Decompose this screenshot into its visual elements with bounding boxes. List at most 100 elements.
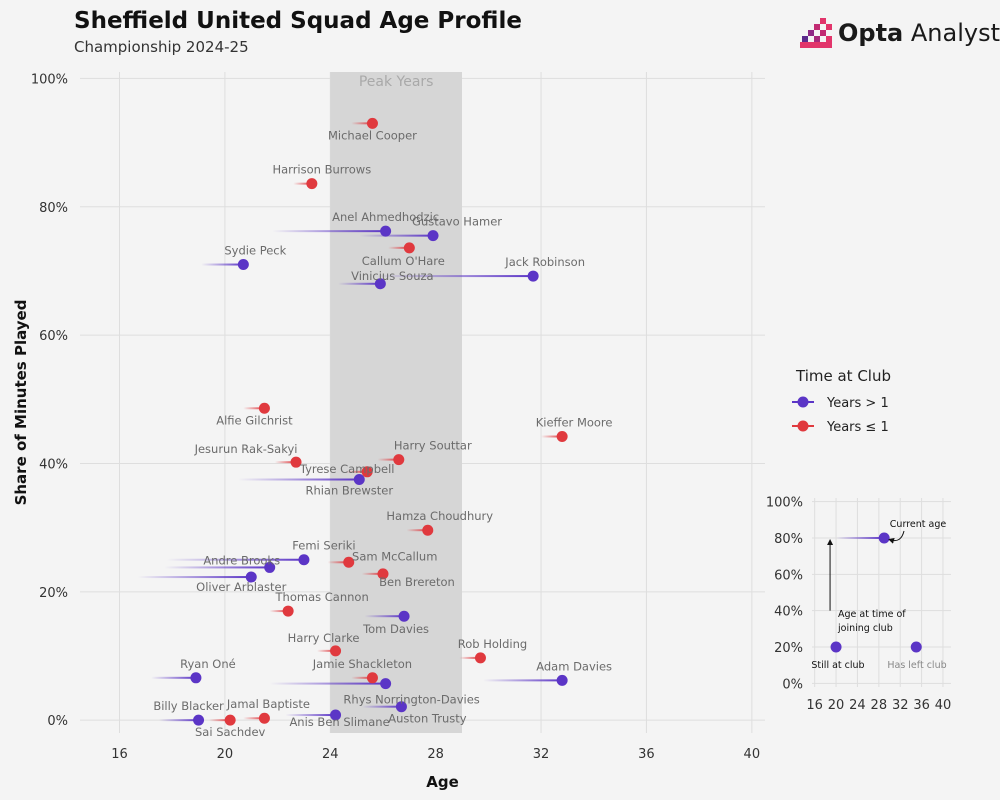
point-alfie-gilchrist <box>258 402 270 414</box>
label-anel-ahmedhodzic: Anel Ahmedhodzic <box>332 210 439 224</box>
point-oliver-arblaster <box>245 571 257 583</box>
trail-kieffer-moore <box>541 435 563 438</box>
trail-ben-brereton <box>361 572 383 575</box>
point-rob-holding <box>474 652 486 664</box>
point-michael-cooper <box>366 117 378 129</box>
legend-swatch-years-1 <box>797 396 809 408</box>
trail-jesurun-rak-sakyi <box>274 461 297 464</box>
trail-tom-davies <box>364 615 405 618</box>
point-vinicius-souza <box>374 278 386 290</box>
trail-adam-davies <box>483 679 563 682</box>
point-harry-clarke <box>330 645 342 657</box>
trail-michael-cooper <box>351 122 373 125</box>
trail-auston-trusty <box>361 705 402 708</box>
trail-billy-blacker <box>159 719 199 722</box>
y-tick-label: 0% <box>47 714 68 729</box>
current-age-arrow <box>888 530 905 544</box>
label-andre-brooks: Andre Brooks <box>203 553 280 567</box>
point-tom-davies <box>398 610 410 622</box>
trail-sydie-peck <box>201 263 244 266</box>
point-anis-ben-slimane <box>330 709 342 721</box>
point-tyrese-campbell <box>361 466 373 478</box>
tenure-trails <box>137 122 563 722</box>
trail-harry-souttar <box>377 458 399 461</box>
x-tick-label: 28 <box>427 747 444 762</box>
trail-jack-robinson <box>375 275 534 278</box>
point-jesurun-rak-sakyi <box>290 456 302 468</box>
label-billy-blacker: Billy Blacker <box>153 699 224 713</box>
trail-vinicius-souza <box>338 282 381 285</box>
chart-title: Sheffield United Squad Age Profile <box>74 8 522 34</box>
point-auston-trusty <box>395 701 407 713</box>
legend-title: Time at Club <box>795 367 891 385</box>
point-thomas-cannon <box>282 605 294 617</box>
inset-trail <box>836 536 885 539</box>
y-tick-label: 80% <box>39 201 68 216</box>
brand-logo: Opta Analyst <box>800 16 1000 50</box>
inset-x-tick-label: 28 <box>871 698 888 713</box>
inset-x-tick-label: 16 <box>806 698 823 713</box>
label-michael-cooper: Michael Cooper <box>328 128 417 142</box>
brand-bold: Opta <box>838 19 904 47</box>
label-callum-o-hare: Callum O'Hare <box>362 254 445 268</box>
inset-point-1 <box>830 641 842 653</box>
inset-point-2 <box>910 641 922 653</box>
legend: Time at Club Years > 1 Years ≤ 1 <box>792 367 891 435</box>
label-alfie-gilchrist: Alfie Gilchrist <box>216 413 293 427</box>
inset-key-chart: 0% 20% 40% 60% 80% 100% 16 20 24 28 32 36 40 Current … <box>766 496 951 713</box>
point-sam-mccallum <box>343 556 355 568</box>
label-rhys-norrington-davies: Rhys Norrington-Davies <box>343 693 479 707</box>
trail-rhys-norrington-davies <box>269 682 386 685</box>
trail-jamie-shackleton <box>351 676 373 679</box>
inset-label-still-at-club: Still at club <box>811 660 864 671</box>
label-jack-robinson: Jack Robinson <box>504 255 585 269</box>
trail-anel-ahmedhodzic <box>272 230 386 233</box>
legend-label-years-1: Years ≤ 1 <box>826 420 889 435</box>
label-sai-sachdev: Sai Sachdev <box>195 725 266 739</box>
trail-jamal-baptiste <box>243 717 265 720</box>
label-auston-trusty: Auston Trusty <box>388 712 466 726</box>
trail-sam-mccallum <box>327 561 349 564</box>
point-anel-ahmedhodzic <box>380 225 392 237</box>
point-ben-brereton <box>377 568 389 580</box>
point-harrison-burrows <box>306 178 318 190</box>
trail-tyrese-campbell <box>346 470 368 473</box>
point-harry-souttar <box>393 454 405 466</box>
label-femi-seriki: Femi Seriki <box>292 539 355 553</box>
trail-femi-seriki <box>166 558 304 561</box>
point-rhys-norrington-davies <box>380 678 392 690</box>
x-tick-label: 32 <box>533 747 550 762</box>
y-tick-label: 100% <box>31 72 68 87</box>
label-ryan-one: Ryan Oné <box>180 657 236 671</box>
label-sam-mccallum: Sam McCallum <box>352 549 437 563</box>
x-tick-label: 24 <box>322 747 339 762</box>
x-axis-label: Age <box>426 773 459 791</box>
trail-harry-clarke <box>317 649 336 652</box>
inset-x-tick-label: 40 <box>935 698 952 713</box>
label-harry-souttar: Harry Souttar <box>394 439 472 453</box>
x-tick-label: 16 <box>111 747 128 762</box>
label-vinicius-souza: Vinicius Souza <box>351 269 433 283</box>
inset-y-tick-label: 100% <box>766 496 803 511</box>
point-andre-brooks <box>264 561 276 573</box>
inset-x-tick-label: 36 <box>913 698 930 713</box>
y-axis-label: Share of Minutes Played <box>12 300 30 506</box>
x-tick-label: 36 <box>638 747 655 762</box>
point-sydie-peck <box>237 259 249 271</box>
label-harry-clarke: Harry Clarke <box>288 631 360 645</box>
label-jamal-baptiste: Jamal Baptiste <box>226 697 310 711</box>
trail-andre-brooks <box>164 566 270 569</box>
label-kieffer-moore: Kieffer Moore <box>536 416 613 430</box>
y-tick-label: 40% <box>39 457 68 472</box>
label-sydie-peck: Sydie Peck <box>224 244 286 258</box>
label-anis-ben-slimane: Anis Ben Slimane <box>289 715 389 729</box>
x-tick-label: 20 <box>217 747 234 762</box>
opta-logo-icon <box>800 18 832 48</box>
label-harrison-burrows: Harrison Burrows <box>272 163 371 177</box>
point-adam-davies <box>556 674 568 686</box>
inset-label-age-at-joining-1: Age at time of <box>838 609 906 620</box>
brand-light: Analyst <box>910 19 1000 47</box>
inset-label-has-left-club: Has left club <box>887 660 946 671</box>
trail-rob-holding <box>459 656 481 659</box>
